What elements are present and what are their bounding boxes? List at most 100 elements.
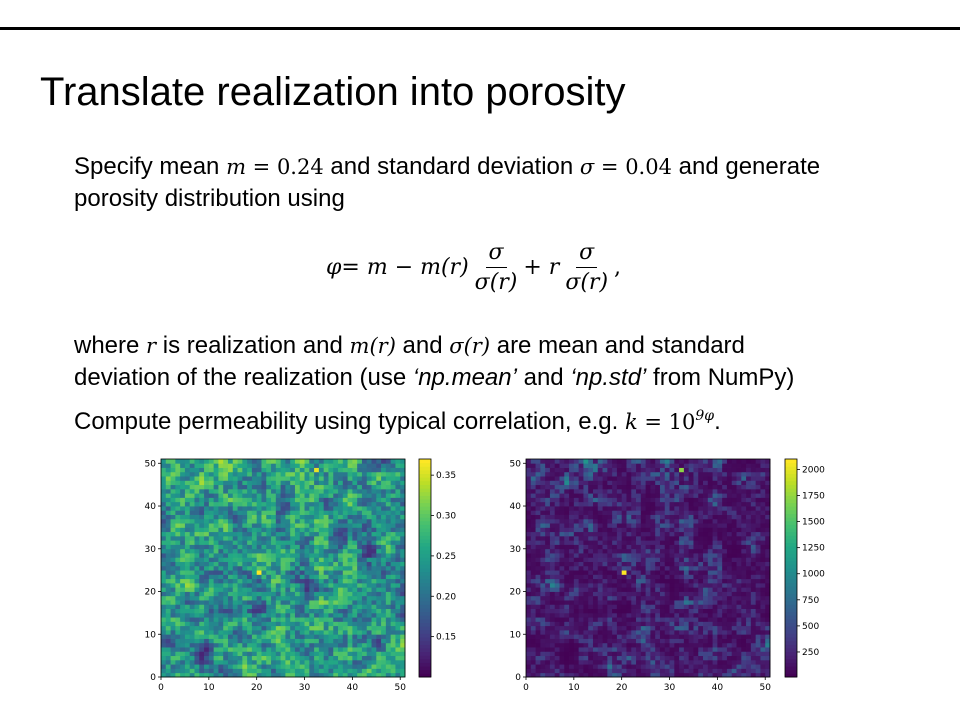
heatmap-cell	[597, 527, 603, 533]
heatmap-cell	[712, 514, 718, 520]
heatmap-cell	[746, 570, 752, 575]
heatmap-cell	[736, 591, 742, 597]
heatmap-cell	[323, 595, 329, 601]
heatmap-cell	[357, 672, 363, 678]
heatmap-cell	[707, 501, 713, 507]
heatmap-cell	[535, 672, 541, 678]
heatmap-cell	[698, 535, 704, 541]
heatmap-cell	[722, 514, 728, 520]
heatmap-cell	[251, 578, 258, 584]
heatmap-cell	[645, 591, 651, 597]
heatmap-cell	[616, 561, 623, 567]
heatmap-cell	[247, 582, 253, 588]
heatmap-cell	[712, 621, 718, 627]
heatmap-cell	[175, 591, 181, 597]
heatmap-cell	[669, 544, 675, 550]
heatmap-cell	[381, 664, 387, 669]
heatmap-cell	[535, 642, 541, 648]
heatmap-cell	[266, 565, 272, 571]
heatmap-cell	[333, 668, 339, 674]
heatmap-cell	[616, 595, 623, 601]
heatmap-cell	[361, 518, 368, 524]
heatmap-cell	[545, 506, 551, 511]
heatmap-cell	[612, 544, 618, 550]
heatmap-cell	[271, 570, 277, 575]
heatmap-cell	[669, 651, 675, 657]
heatmap-cell	[631, 672, 637, 678]
heatmap-cell	[180, 476, 186, 481]
heatmap-cell	[559, 617, 565, 622]
heatmap-cell	[290, 655, 296, 661]
heatmap-cell	[703, 668, 709, 674]
heatmap-cell	[208, 510, 215, 515]
heatmap-cell	[395, 480, 401, 486]
heatmap-cell	[199, 463, 205, 468]
heatmap-cell	[366, 647, 372, 652]
heatmap-cell	[170, 629, 176, 635]
heatmap-cell	[693, 544, 699, 550]
heatmap-cell	[275, 591, 281, 597]
heatmap-cell	[385, 557, 392, 562]
heatmap-cell	[318, 668, 325, 674]
heatmap-cell	[184, 625, 191, 631]
heatmap-cell	[227, 484, 234, 490]
heatmap-cell	[357, 591, 363, 597]
heatmap-cell	[746, 655, 752, 661]
heatmap-cell	[621, 642, 627, 648]
heatmap-cell	[564, 582, 570, 588]
heatmap-cell	[318, 471, 325, 477]
heatmap-cell	[309, 531, 315, 537]
heatmap-cell	[204, 506, 210, 511]
heatmap-cell	[323, 578, 329, 584]
heatmap-cell	[294, 604, 301, 609]
heatmap-cell	[645, 531, 651, 537]
heatmap-cell	[535, 570, 541, 575]
heatmap-cell	[299, 527, 305, 533]
heatmap-cell	[261, 553, 267, 558]
heatmap-cell	[251, 501, 258, 507]
heatmap-cell	[755, 488, 761, 494]
colorbar-segment	[419, 597, 431, 602]
heatmap-cell	[309, 459, 315, 464]
heatmap-cell	[636, 582, 642, 588]
heatmap-cell	[736, 638, 742, 644]
heatmap-cell	[227, 642, 234, 648]
heatmap-cell	[314, 557, 320, 562]
heatmap-cell	[352, 527, 358, 533]
heatmap-cell	[342, 600, 348, 605]
heatmap-cell	[371, 668, 377, 674]
heatmap-cell	[760, 621, 766, 627]
heatmap-cell	[271, 561, 277, 567]
heatmap-cell	[165, 604, 171, 609]
heatmap-cell	[366, 480, 372, 486]
heatmap-cell	[328, 612, 334, 618]
heatmap-cell	[583, 600, 589, 605]
heatmap-cell	[213, 587, 219, 592]
heatmap-cell	[564, 531, 570, 537]
heatmap-cell	[612, 484, 618, 490]
heatmap-cell	[180, 617, 186, 622]
heatmap-cell	[650, 570, 656, 575]
heatmap-cell	[390, 574, 396, 580]
heatmap-cell	[256, 544, 262, 550]
heatmap-cell	[755, 531, 761, 537]
heatmap-cell	[213, 659, 219, 665]
heatmap-cell	[184, 527, 191, 533]
heatmap-cell	[232, 672, 238, 678]
heatmap-cell	[309, 501, 315, 507]
heatmap-cell	[583, 651, 589, 657]
heatmap-cell	[526, 527, 532, 533]
heatmap-cell	[266, 638, 272, 644]
heatmap-cell	[266, 582, 272, 588]
heatmap-cell	[189, 672, 195, 678]
heatmap-cell	[726, 655, 733, 661]
heatmap-cell	[612, 582, 618, 588]
heatmap-cell	[376, 561, 382, 567]
heatmap-cell	[189, 493, 195, 498]
heatmap-cell	[722, 501, 728, 507]
heatmap-cell	[271, 565, 277, 571]
heatmap-cell	[602, 629, 608, 635]
plot-frame	[160, 458, 406, 678]
heatmap-cell	[540, 506, 546, 511]
heatmap-cell	[554, 561, 560, 567]
